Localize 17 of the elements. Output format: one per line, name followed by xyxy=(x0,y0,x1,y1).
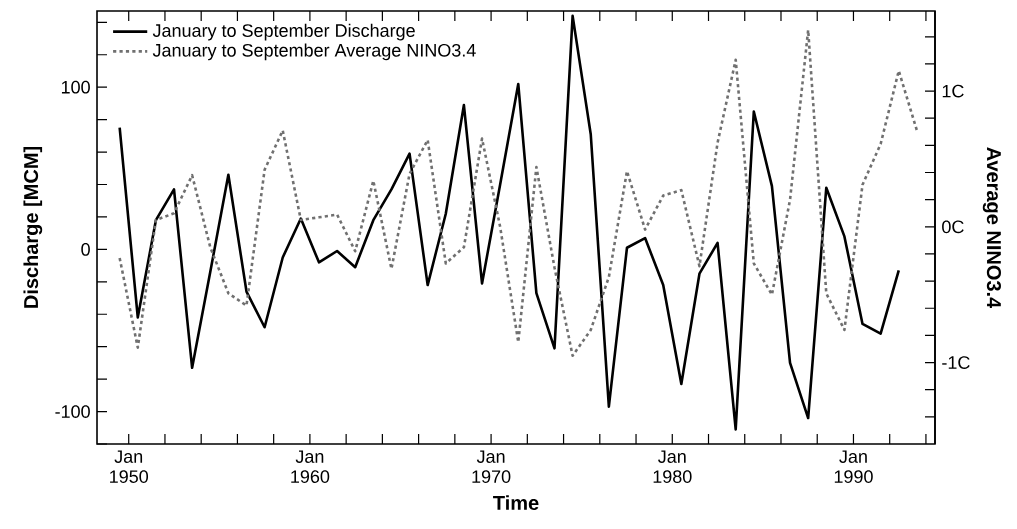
x-tick-label: Jan 1990 xyxy=(834,450,873,483)
x-tick-label: Jan 1960 xyxy=(291,450,330,483)
y-tick-label: 100 xyxy=(61,80,90,94)
y-tick-label: -100 xyxy=(55,405,90,418)
x-tick-label: Jan 1970 xyxy=(472,450,511,483)
y2-tick-label: 1C xyxy=(942,84,964,98)
line-series xyxy=(118,14,901,431)
legend-label: January to September Discharge xyxy=(152,23,415,41)
y2-tick-label: 0C xyxy=(942,220,964,234)
y2-axis-title: Average NINO3.4 xyxy=(982,147,1001,309)
x-tick-label: Jan 1980 xyxy=(653,450,692,483)
x-axis-title: Time xyxy=(493,495,539,511)
x-tick-label: Jan 1950 xyxy=(110,450,149,483)
legend-label: January to September Average NINO3.4 xyxy=(152,43,476,61)
y2-tick-label: -1C xyxy=(942,356,970,369)
y-axis-title: Discharge [MCM] xyxy=(23,146,43,308)
y-tick-label: 0 xyxy=(81,243,90,256)
